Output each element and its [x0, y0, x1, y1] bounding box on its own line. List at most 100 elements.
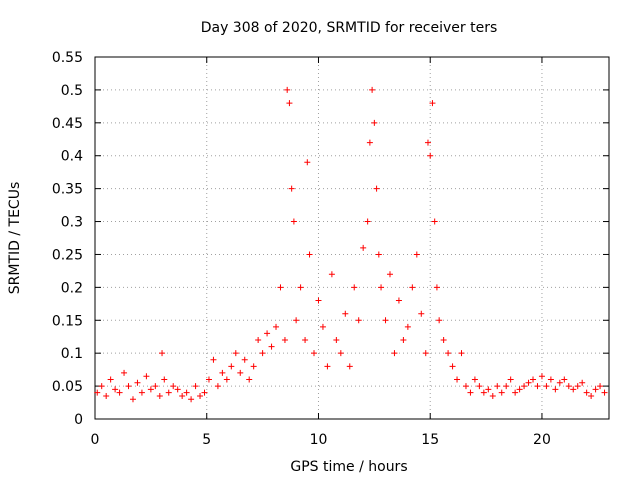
data-point: [480, 389, 487, 396]
data-point: [404, 323, 411, 330]
data-point: [400, 337, 407, 344]
data-point: [351, 284, 358, 291]
y-tick-label: 0.55: [52, 50, 83, 66]
data-point: [232, 350, 239, 357]
data-point: [588, 392, 595, 399]
y-tick-label: 0: [74, 412, 83, 428]
data-point: [210, 356, 217, 363]
data-point: [250, 363, 257, 370]
data-point: [214, 383, 221, 390]
data-point: [489, 392, 496, 399]
data-point: [360, 244, 367, 251]
data-point: [462, 383, 469, 390]
data-point: [433, 284, 440, 291]
data-point: [337, 350, 344, 357]
data-point: [346, 363, 353, 370]
data-point: [424, 139, 431, 146]
data-point: [427, 152, 434, 159]
x-tick-label: 20: [533, 432, 551, 448]
data-point: [315, 297, 322, 304]
data-point: [552, 386, 559, 393]
data-point: [440, 337, 447, 344]
y-tick-label: 0.2: [61, 280, 83, 296]
x-tick-label: 10: [310, 432, 328, 448]
data-point: [121, 369, 128, 376]
data-point: [498, 389, 505, 396]
data-point: [290, 218, 297, 225]
data-point: [413, 251, 420, 258]
data-point: [583, 389, 590, 396]
chart-title: Day 308 of 2020, SRMTID for receiver ter…: [201, 20, 498, 36]
data-point: [592, 386, 599, 393]
data-point: [246, 376, 253, 383]
data-point: [293, 317, 300, 324]
data-point: [547, 376, 554, 383]
data-point: [284, 86, 291, 93]
data-point: [485, 386, 492, 393]
y-tick-label: 0.15: [52, 313, 83, 329]
data-point: [467, 389, 474, 396]
data-point: [129, 396, 136, 403]
x-axis-label: GPS time / hours: [290, 459, 407, 475]
data-point: [161, 376, 168, 383]
data-point: [255, 337, 262, 344]
axis-ticks: 0 0.05 0.1 0.15 0.2 0.25 0.3 0.35 0.4 0.45 0.5 0.55…: [52, 50, 609, 448]
data-point: [297, 284, 304, 291]
data-point: [530, 376, 537, 383]
data-point: [516, 386, 523, 393]
data-point: [538, 373, 545, 380]
data-point: [277, 284, 284, 291]
data-point: [534, 383, 541, 390]
data-point: [147, 386, 154, 393]
data-point: [143, 373, 150, 380]
data-point: [152, 383, 159, 390]
data-point: [369, 86, 376, 93]
data-point: [364, 218, 371, 225]
data-point: [324, 363, 331, 370]
data-point: [565, 383, 572, 390]
data-point: [174, 386, 181, 393]
data-point: [458, 350, 465, 357]
data-point: [286, 100, 293, 107]
y-tick-label: 0.3: [61, 215, 83, 231]
data-point: [259, 350, 266, 357]
data-point: [156, 392, 163, 399]
data-point: [471, 376, 478, 383]
data-point: [112, 386, 119, 393]
data-points: [94, 86, 608, 403]
data-point: [306, 251, 313, 258]
data-point: [201, 389, 208, 396]
data-point: [138, 389, 145, 396]
data-point: [507, 376, 514, 383]
data-point: [228, 363, 235, 370]
data-point: [512, 389, 519, 396]
data-point: [579, 379, 586, 386]
data-point: [188, 396, 195, 403]
plot-frame: [94, 56, 610, 420]
y-tick-label: 0.4: [61, 149, 83, 165]
data-point: [333, 337, 340, 344]
data-point: [197, 392, 204, 399]
data-point: [311, 350, 318, 357]
x-tick-label: 5: [202, 432, 211, 448]
data-point: [159, 350, 166, 357]
data-point: [574, 383, 581, 390]
data-point: [94, 389, 101, 396]
data-point: [273, 323, 280, 330]
data-point: [601, 389, 608, 396]
y-tick-label: 0.35: [52, 182, 83, 198]
data-point: [165, 389, 172, 396]
y-tick-label: 0.1: [61, 346, 83, 362]
data-point: [125, 383, 132, 390]
data-point: [98, 383, 105, 390]
data-point: [409, 284, 416, 291]
data-point: [431, 218, 438, 225]
data-point: [371, 119, 378, 126]
data-point: [302, 337, 309, 344]
data-point: [319, 323, 326, 330]
data-point: [395, 297, 402, 304]
x-tick-label: 0: [91, 432, 100, 448]
data-point: [378, 284, 385, 291]
data-point: [183, 389, 190, 396]
